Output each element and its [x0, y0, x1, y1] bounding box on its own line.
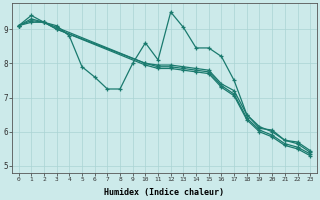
X-axis label: Humidex (Indice chaleur): Humidex (Indice chaleur) [104, 188, 224, 197]
